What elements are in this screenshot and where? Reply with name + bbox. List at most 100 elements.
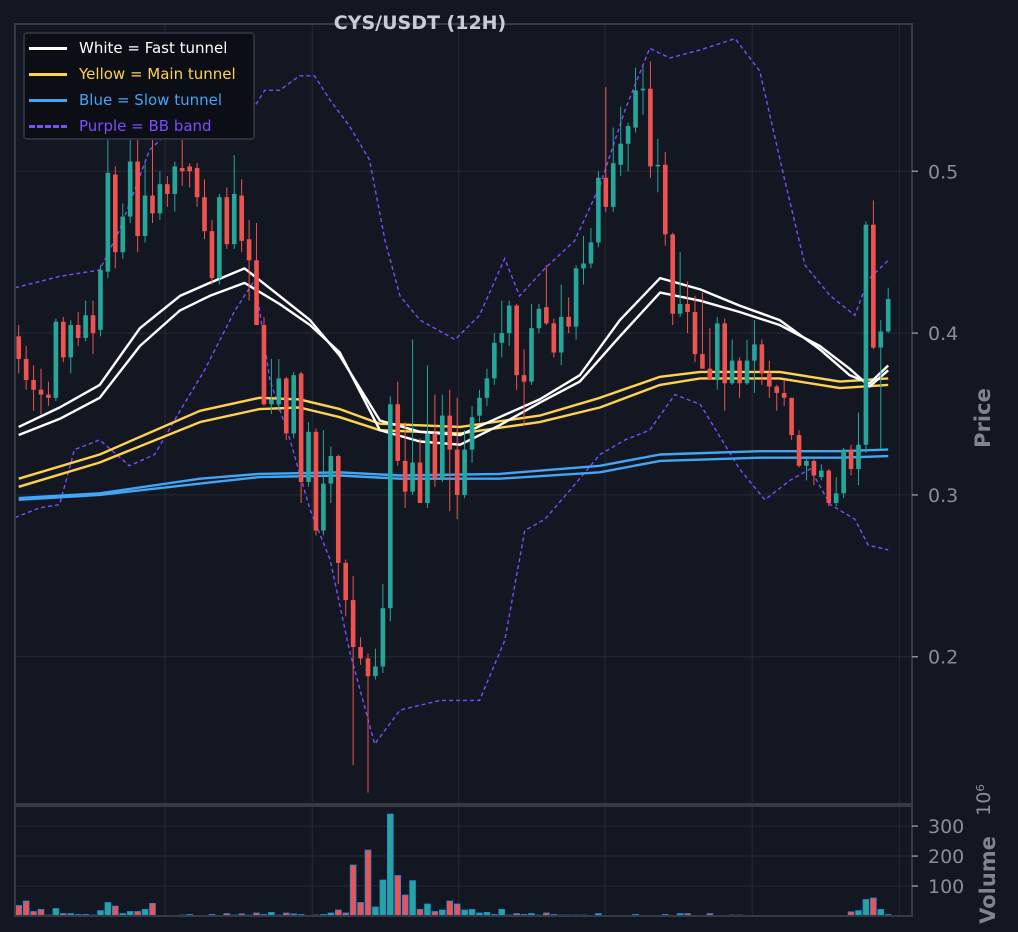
candle-down <box>202 179 207 240</box>
candle-up <box>105 122 111 279</box>
candle-down <box>871 200 876 350</box>
candle-up <box>157 171 163 220</box>
candle-body <box>819 470 824 478</box>
candle-body <box>506 305 512 334</box>
volume-tick-label: 100 <box>928 876 964 898</box>
candle-body <box>551 323 557 353</box>
candle-body <box>662 164 668 235</box>
candle-up <box>841 447 846 499</box>
candle-body <box>440 415 445 479</box>
candle-up <box>752 320 757 393</box>
candle-down <box>75 312 81 347</box>
candle-body <box>254 260 259 325</box>
candle-body <box>194 168 200 198</box>
fast-tunnel-upper-line <box>18 267 890 437</box>
candle-body <box>291 375 296 434</box>
candle-body <box>811 460 817 476</box>
candle-up <box>462 430 467 499</box>
candle-body <box>150 195 155 214</box>
candle-up <box>856 412 861 486</box>
legend-label: Yellow = Main tunnel <box>79 65 236 83</box>
candle-body <box>187 166 192 172</box>
candle-down <box>796 430 802 468</box>
candle-body <box>640 88 646 91</box>
candle-up <box>172 161 178 212</box>
candle-down <box>848 444 854 476</box>
candle-up <box>291 371 296 439</box>
candle-up <box>640 66 646 115</box>
candle-body <box>231 193 237 245</box>
candle-up <box>83 300 88 342</box>
slow-tunnel-lower-line <box>18 454 889 501</box>
candle-up <box>729 339 735 385</box>
candle-body <box>692 312 698 355</box>
volume-bar <box>52 908 60 917</box>
candle-down <box>454 397 460 520</box>
volume-bar <box>394 875 402 917</box>
candle-body <box>31 380 36 390</box>
candle-body <box>492 342 497 379</box>
candle-body <box>142 195 148 236</box>
candle-down <box>685 281 690 334</box>
candle-body <box>127 161 133 217</box>
candle-body <box>373 666 378 677</box>
candle-body <box>759 344 765 374</box>
volume-bar <box>22 900 30 917</box>
candle-down <box>521 349 527 426</box>
candle-down <box>61 316 66 363</box>
candle-down <box>648 61 653 178</box>
price-axis-label: Price <box>971 388 995 448</box>
candle-body <box>796 435 802 466</box>
candle-down <box>670 232 676 325</box>
volume-bar <box>446 900 454 917</box>
candle-body <box>700 354 705 369</box>
candle-body <box>544 307 549 324</box>
candle-body <box>462 449 467 495</box>
candle-body <box>202 197 207 232</box>
candle-body <box>648 88 653 167</box>
candle-body <box>387 404 393 609</box>
candle-body <box>596 177 601 243</box>
legend-swatch-blue <box>29 98 67 102</box>
candle-up <box>633 67 638 133</box>
price-tick-label: 0.5 <box>928 161 958 183</box>
candle-body <box>165 184 170 194</box>
legend-swatch-white <box>29 46 67 50</box>
candle-body <box>781 392 787 398</box>
candle-body <box>685 303 690 313</box>
volume-bar <box>862 899 870 917</box>
candle-down <box>23 346 29 390</box>
candle-body <box>61 321 66 358</box>
candle-body <box>863 224 869 445</box>
volume-bar <box>149 903 156 917</box>
volume-bar <box>372 906 379 917</box>
candle-down <box>811 459 817 486</box>
candle-body <box>90 315 96 334</box>
candle-body <box>46 394 51 398</box>
candle-body <box>447 415 453 450</box>
grid <box>15 24 912 916</box>
candle-down <box>261 316 267 406</box>
candle-body <box>848 449 854 470</box>
candle-down <box>283 376 289 440</box>
candle-body <box>16 336 22 359</box>
candle-body <box>417 462 423 504</box>
candle-body <box>677 303 683 314</box>
candle-body <box>484 378 490 398</box>
price-panel-frame <box>14 23 913 805</box>
candle-body <box>603 177 609 207</box>
candle-body <box>425 433 430 504</box>
candle-body <box>217 197 222 279</box>
candle-body <box>23 358 29 381</box>
candle-up <box>380 583 386 673</box>
candle-body <box>655 164 661 167</box>
candle-body <box>588 242 594 264</box>
candle-up <box>269 358 274 414</box>
volume-bar <box>349 864 357 917</box>
candle-up <box>878 320 884 450</box>
legend-label: Purple = BB band <box>79 117 212 135</box>
candle-body <box>633 90 638 128</box>
candle-down <box>722 318 728 411</box>
candle-up <box>68 320 74 374</box>
